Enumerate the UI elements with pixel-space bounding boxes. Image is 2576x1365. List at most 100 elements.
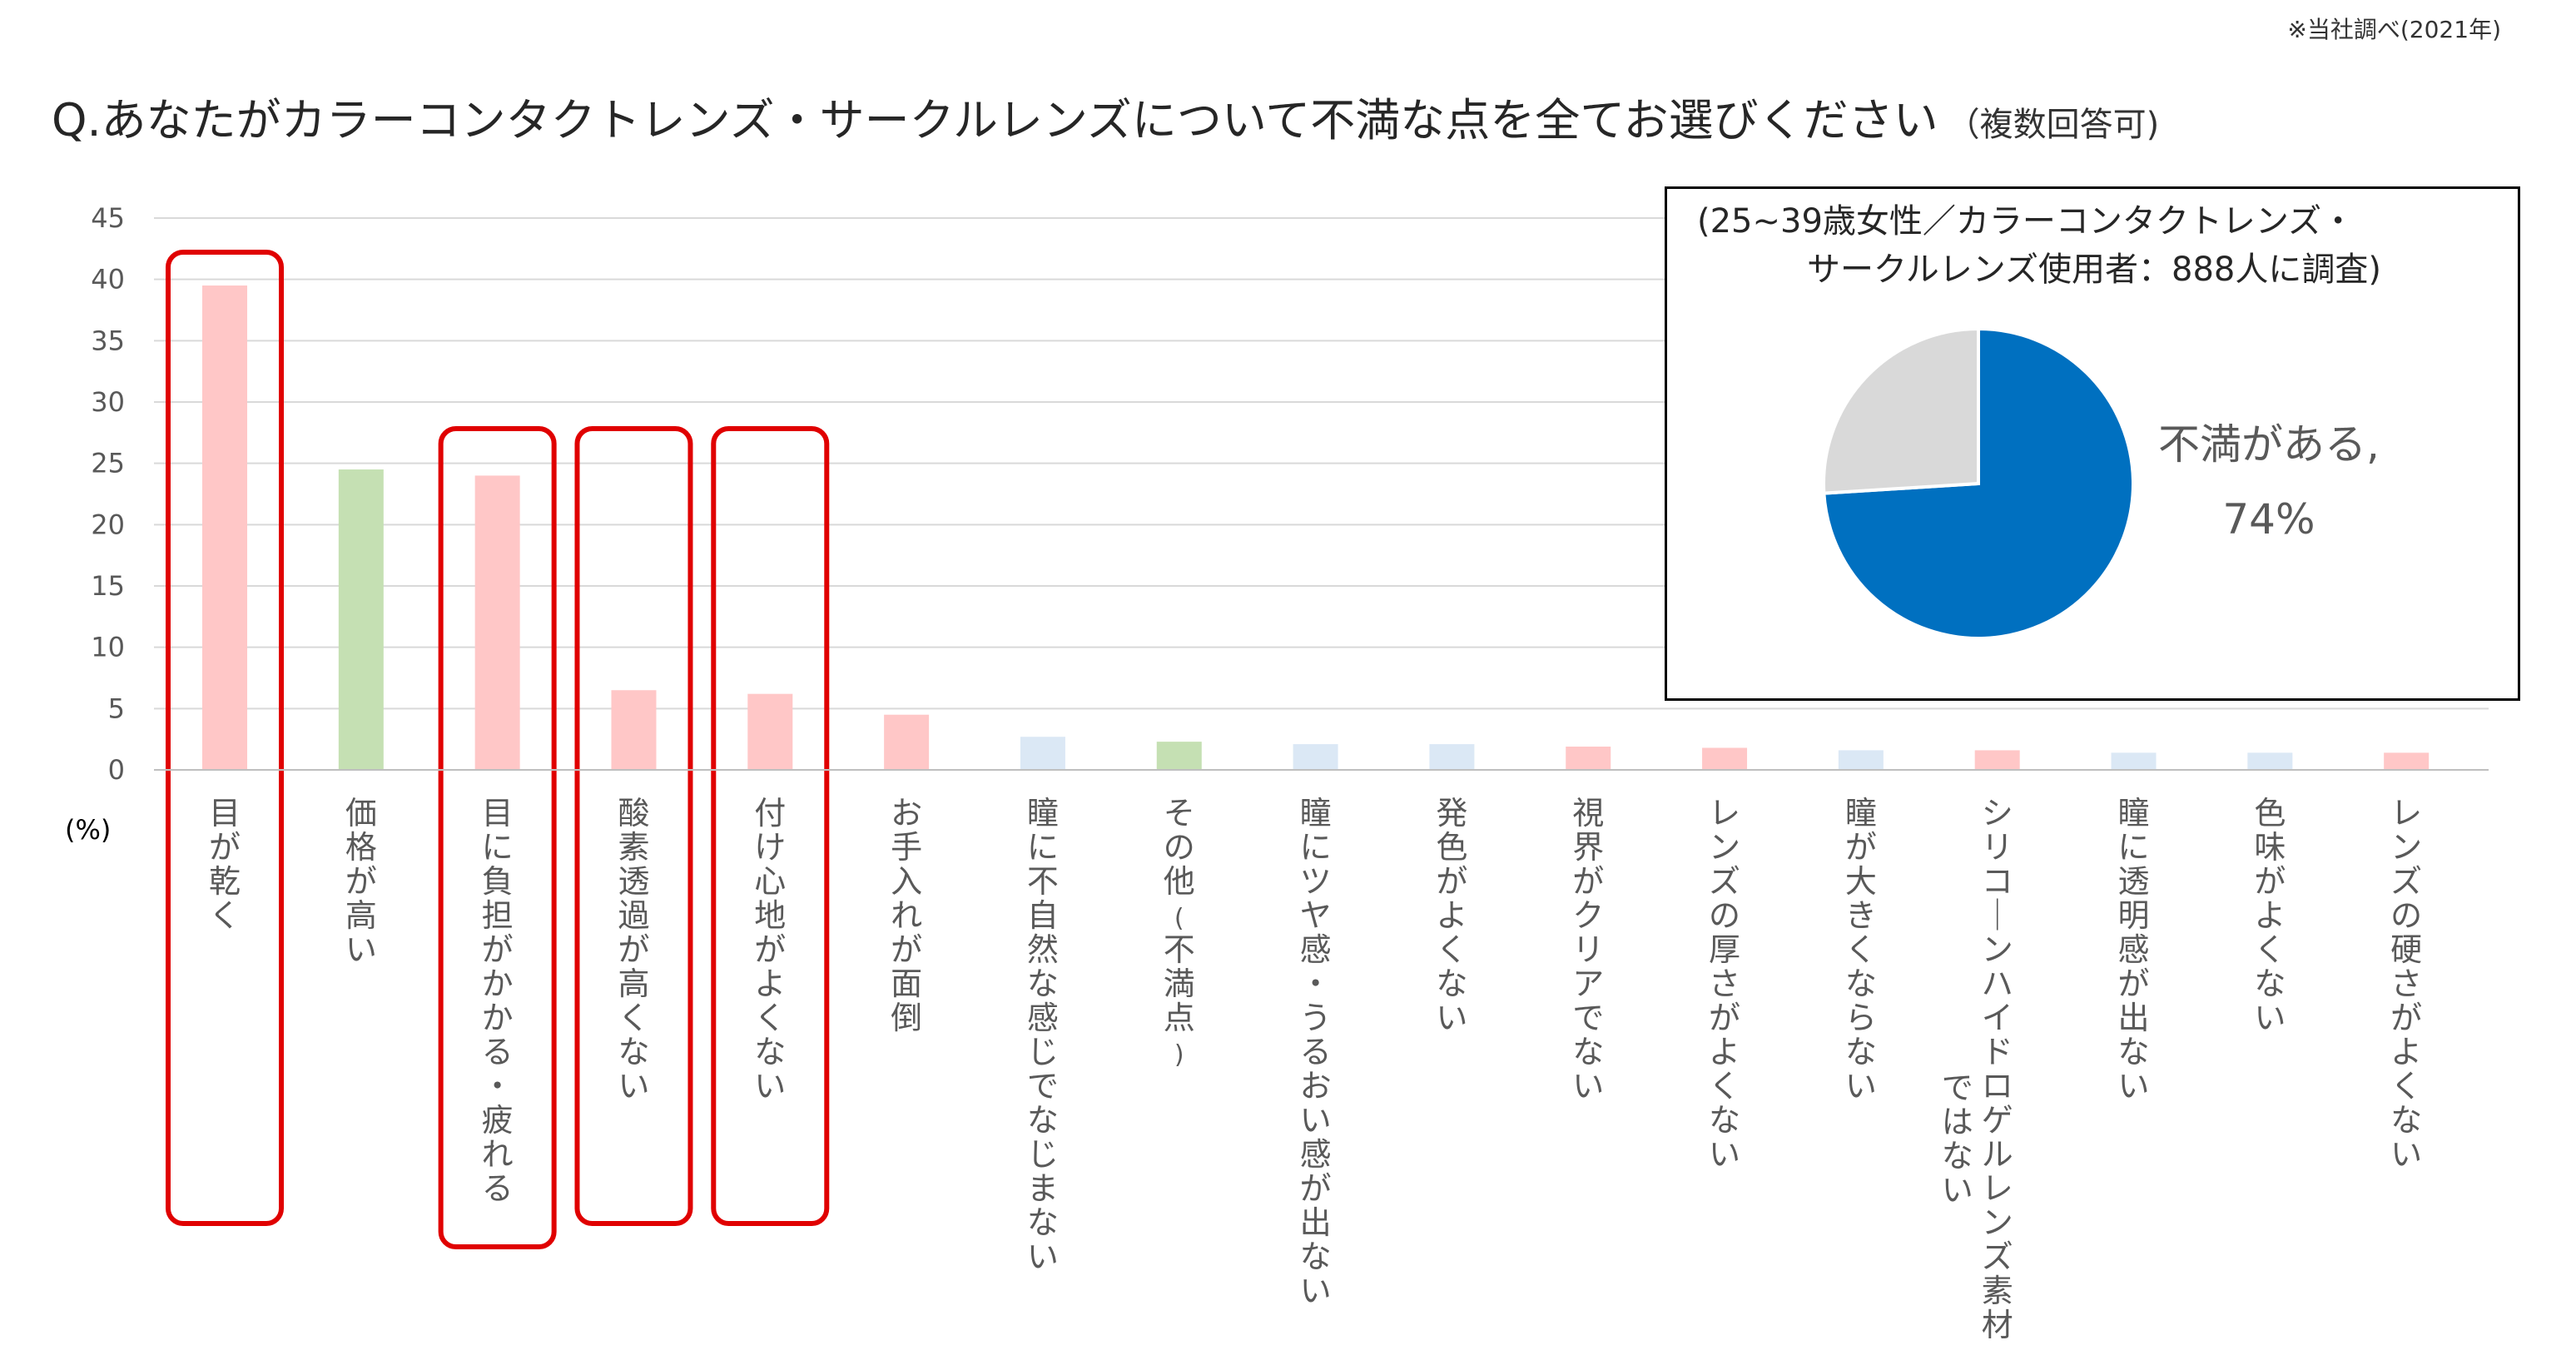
category-label: が	[1300, 1170, 1332, 1207]
category-label: い	[1572, 1068, 1604, 1104]
category-label: ク	[1572, 897, 1604, 934]
y-tick-label: 40	[91, 264, 125, 295]
category-label: く	[1845, 931, 1877, 968]
pie-slice-label-value: 74%	[2222, 495, 2315, 544]
highlight-box	[438, 426, 557, 1249]
bar	[1974, 750, 2020, 770]
category-label: 入	[891, 863, 922, 900]
category-label: け	[754, 829, 786, 866]
category-label: が	[482, 931, 514, 968]
category-label: が	[618, 931, 649, 968]
category-label: な	[1572, 1034, 1604, 1070]
category-label: リ	[1572, 931, 1604, 968]
category-label: 感	[2118, 931, 2150, 968]
category-label: 瞳	[1027, 795, 1059, 831]
bar	[611, 690, 657, 770]
category-label: な	[1845, 965, 1877, 1002]
category-label: 瞳	[2118, 795, 2150, 831]
category-label: 色	[2254, 795, 2286, 831]
category-label: な	[2390, 1102, 2422, 1139]
category-label: 格	[345, 829, 377, 866]
category-label: く	[618, 1000, 649, 1036]
survey-note-line-2: サークルレンズ使用者：888人に調査)	[1807, 251, 2381, 289]
y-tick-label: 35	[91, 325, 125, 356]
category-label: お	[891, 795, 922, 831]
category-label: 心	[754, 863, 786, 900]
category-label: ゲ	[1982, 1102, 2013, 1139]
category-label: 瞳	[1845, 795, 1877, 831]
category-label: 目	[482, 795, 514, 831]
category-label: 過	[618, 897, 649, 934]
bar	[2247, 752, 2293, 770]
category-label: 然	[1027, 931, 1059, 968]
category-label: が	[891, 931, 922, 968]
category-label: ズ	[1709, 863, 1740, 900]
category-label: が	[1709, 1000, 1740, 1036]
category-label: 自	[1027, 897, 1059, 934]
category-label: き	[1845, 897, 1877, 934]
category-label: 乾	[209, 863, 241, 900]
category-label: 出	[1300, 1204, 1332, 1241]
category-label: ン	[1709, 829, 1740, 866]
category-label: よ	[1436, 897, 1467, 934]
category-label: 色	[1436, 829, 1467, 866]
category-label: 満	[1164, 965, 1195, 1002]
category-label: か	[482, 1000, 514, 1036]
pie-chart-inset: (25~39歳女性／カラーコンタクトレンズ・ サークルレンズ使用者：888人に調…	[1665, 186, 2520, 701]
bar	[884, 714, 930, 770]
category-label: 明	[2118, 897, 2150, 934]
category-label: る	[482, 1170, 514, 1207]
category-label: イ	[1982, 1000, 2013, 1036]
category-label: な	[1845, 1034, 1877, 1070]
category-label: 手	[891, 829, 922, 866]
category-label: レ	[2390, 795, 2422, 831]
category-label: な	[1300, 1238, 1332, 1275]
category-label: い	[2390, 1136, 2422, 1173]
category-label: ま	[1027, 1170, 1059, 1207]
pie-slice	[1822, 326, 1980, 495]
category-label: よ	[2254, 897, 2286, 934]
category-label: 目	[209, 795, 241, 831]
category-label: 他	[1164, 863, 1195, 900]
category-label: シ	[1982, 795, 2013, 831]
bar	[1156, 742, 1202, 770]
category-label: に	[1300, 829, 1332, 866]
category-label: ら	[1845, 1000, 1877, 1036]
category-label: く	[2254, 931, 2286, 968]
y-tick-label: 20	[91, 509, 125, 540]
bar	[2384, 752, 2430, 770]
category-label: れ	[482, 1136, 514, 1173]
question-note: （複数回答可)	[1946, 106, 2160, 144]
category-label: な	[2254, 965, 2286, 1002]
question-title: Q.あなたがカラーコンタクトレンズ・サークルレンズについて不満な点を全てお選びく…	[52, 83, 2159, 149]
pie-chart	[1822, 326, 2135, 640]
category-label: ア	[1572, 965, 1604, 1002]
category-label: お	[1300, 1068, 1332, 1104]
category-label: で	[1942, 1070, 1973, 1106]
category-label: 担	[482, 897, 514, 934]
category-label: い	[1942, 1172, 1973, 1209]
category-label: く	[1436, 931, 1467, 968]
category-label: 不	[1164, 931, 1195, 968]
category-label: 感	[1300, 1136, 1332, 1173]
category-label: ド	[1982, 1034, 2013, 1070]
bar	[1020, 737, 1065, 770]
category-label: い	[618, 1068, 649, 1104]
category-label: コ	[1982, 863, 2013, 900]
category-label: レ	[1709, 795, 1740, 831]
category-label: ロ	[1982, 1068, 2013, 1104]
category-label: 負	[482, 863, 514, 900]
category-label: い	[2254, 1000, 2286, 1036]
bar	[474, 475, 520, 770]
category-label: 面	[891, 965, 922, 1002]
category-label: い	[1709, 1136, 1740, 1173]
category-label: 視	[1572, 795, 1604, 831]
category-label: リ	[1982, 829, 2013, 866]
category-label: い	[1436, 1000, 1467, 1036]
bar	[2111, 752, 2157, 770]
category-label: る	[482, 1034, 514, 1070]
category-label: ツ	[1300, 863, 1332, 900]
category-label: レ	[1982, 1170, 2013, 1207]
category-label: ・	[482, 1068, 514, 1104]
